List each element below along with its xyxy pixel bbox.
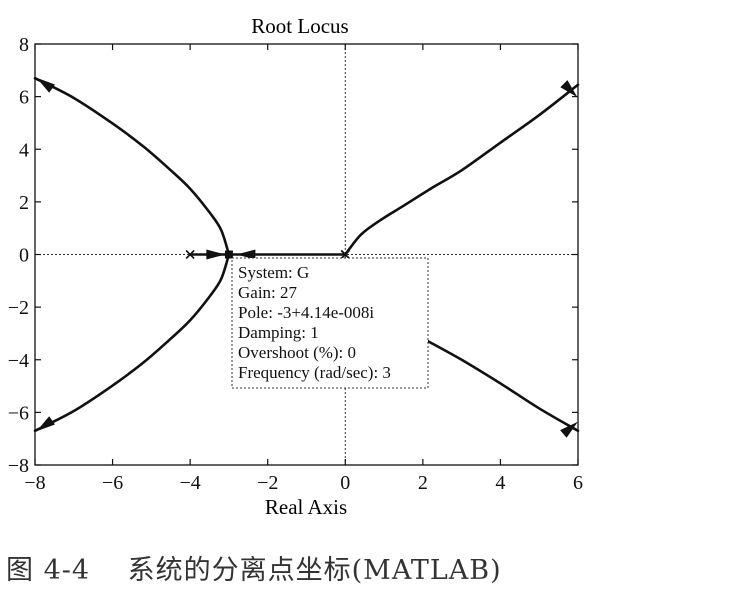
- y-tick-label: 6: [19, 87, 29, 109]
- x-tick-label: 6: [573, 472, 583, 494]
- datatip-line: Overshoot (%): 0: [238, 343, 356, 362]
- datatip-line: System: G: [238, 263, 309, 282]
- locus-arrow: [236, 249, 256, 260]
- y-tick-label: −2: [8, 297, 29, 319]
- y-tick-label: −6: [8, 402, 29, 424]
- locus-arrow: [36, 416, 55, 432]
- breakaway-point-marker: [224, 250, 233, 259]
- pole-marker: [340, 249, 350, 260]
- x-tick-label: 4: [495, 472, 505, 494]
- x-tick-label: −4: [180, 472, 201, 494]
- locus-branch-2: [33, 76, 231, 256]
- x-tick-label: −8: [24, 472, 45, 494]
- locus-arrow: [206, 249, 226, 260]
- locus-arrow: [36, 77, 55, 93]
- locus-arrow: [560, 80, 578, 98]
- x-tick-label: 0: [340, 472, 350, 494]
- y-tick-label: 4: [19, 139, 29, 161]
- datatip-box: [231, 257, 429, 389]
- locus-arrow: [560, 421, 578, 438]
- datatip-line: Damping: 1: [238, 323, 319, 342]
- locus-branch-4: [343, 83, 580, 256]
- y-tick-label: 8: [19, 34, 29, 56]
- x-tick-label: −2: [257, 472, 278, 494]
- x-axis-label: Real Axis: [265, 495, 347, 519]
- y-tick-label: −4: [8, 350, 29, 372]
- datatip-line: Gain: 27: [238, 283, 298, 302]
- chart-title: Root Locus: [251, 14, 348, 38]
- datatip-line: Pole: -3+4.14e-008i: [238, 303, 374, 322]
- x-tick-label: −6: [102, 472, 123, 494]
- plot-area: −8 −6 −4 −2 0 2 4 6 −8 −6 −4 −2 0 2 4 6 8 System: GGain: …: [8, 34, 583, 494]
- y-tick-label: −8: [8, 455, 29, 477]
- locus-branch-3: [33, 253, 231, 433]
- datatip-line: Frequency (rad/sec): 3: [238, 363, 391, 382]
- root-locus-figure: −8 −6 −4 −2 0 2 4 6 −8 −6 −4 −2 0 2 4 6 8 System: GGain: …: [8, 14, 583, 519]
- locus-branch-5: [402, 326, 580, 433]
- figure-caption: 图 4-4 系统的分离点坐标(MATLAB): [6, 555, 502, 586]
- x-tick-label: 2: [418, 472, 428, 494]
- y-tick-label: 2: [19, 192, 29, 214]
- pole-marker: [185, 249, 195, 260]
- y-tick-label: 0: [19, 245, 29, 267]
